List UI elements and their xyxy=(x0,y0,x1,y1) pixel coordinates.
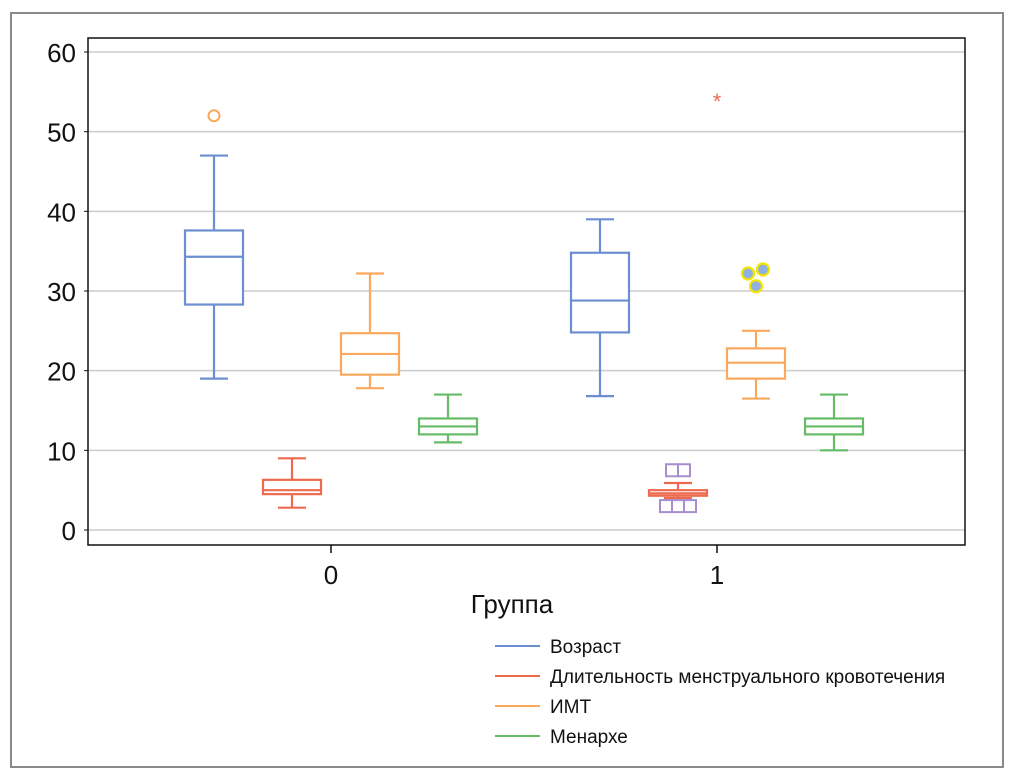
outlier-dot xyxy=(740,266,756,281)
outlier-square xyxy=(683,499,697,514)
iqr-box xyxy=(569,251,631,334)
outlier-circle xyxy=(207,109,221,123)
legend-item: Длительность менструального кровотечения xyxy=(495,667,945,688)
series-2: * xyxy=(261,89,722,514)
extreme-asterisk: * xyxy=(713,89,722,114)
box-series: * xyxy=(183,89,865,514)
y-tick-label: 60 xyxy=(47,38,76,68)
chart-frame xyxy=(10,12,1004,768)
box-group-0 xyxy=(261,457,323,509)
legend: Возраст Длительность менструального крово… xyxy=(495,637,945,748)
legend-label: Длительность менструального кровотечения xyxy=(550,667,945,688)
box-group-1 xyxy=(647,481,709,500)
x-axis-title: Группа xyxy=(471,589,554,619)
y-tick-label: 30 xyxy=(47,277,76,307)
box-group-0 xyxy=(339,272,401,390)
y-axis: 0 10 20 30 40 50 60 xyxy=(47,38,88,546)
box-group-0 xyxy=(183,154,245,380)
outlier-square xyxy=(665,463,679,478)
legend-item: ИМТ xyxy=(495,697,591,718)
y-tick-label: 10 xyxy=(47,436,76,466)
box-group-1 xyxy=(803,393,865,452)
legend-item: Менархе xyxy=(495,727,628,748)
x-tick-label: 1 xyxy=(710,560,724,590)
gridlines xyxy=(88,51,965,531)
series-1 xyxy=(183,154,631,398)
legend-label: Менархе xyxy=(550,727,628,748)
outlier-dot xyxy=(755,262,771,277)
iqr-box xyxy=(183,229,245,306)
y-tick-label: 40 xyxy=(47,197,76,227)
y-tick-label: 0 xyxy=(62,516,76,546)
legend-item: Возраст xyxy=(495,637,621,658)
outlier-dot xyxy=(748,279,764,294)
iqr-box xyxy=(261,478,323,496)
y-tick-label: 50 xyxy=(47,118,76,148)
x-tick-label: 0 xyxy=(324,560,338,590)
y-tick-label: 20 xyxy=(47,357,76,387)
outlier-square xyxy=(671,499,685,514)
series-3 xyxy=(207,109,787,400)
box-group-1 xyxy=(725,329,787,400)
outlier-square xyxy=(659,499,673,514)
box-group-1 xyxy=(569,218,631,398)
legend-label: ИМТ xyxy=(550,697,591,718)
series-4 xyxy=(417,393,865,452)
box-group-0 xyxy=(417,393,479,444)
legend-label: Возраст xyxy=(550,637,621,658)
outlier-square xyxy=(677,463,691,478)
